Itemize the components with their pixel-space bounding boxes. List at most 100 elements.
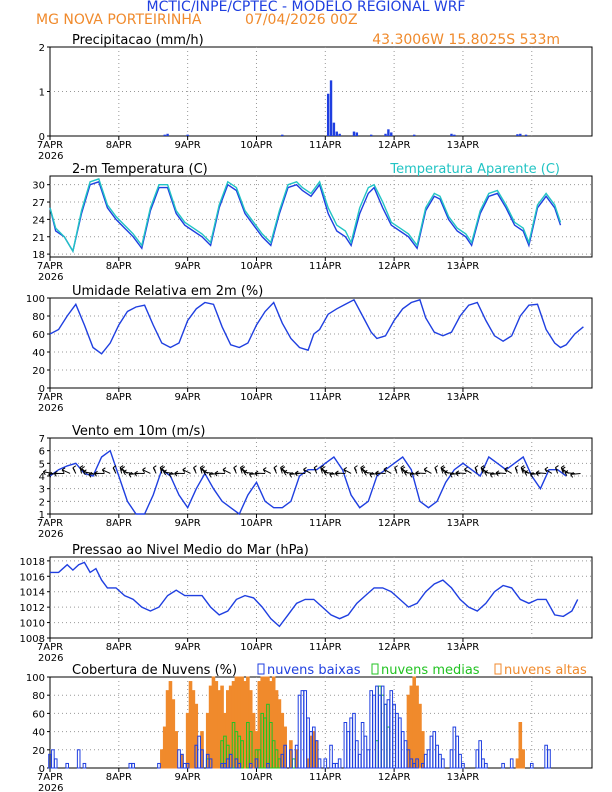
wind-arrowhead (521, 466, 526, 473)
cloud-bar (409, 685, 414, 769)
precip-bar (369, 134, 373, 136)
wind-arrowhead (484, 470, 488, 476)
wind-arrowhead (48, 471, 52, 478)
wind-arrowhead (174, 470, 179, 477)
wind-arrow (303, 469, 312, 474)
cloud-bar (415, 685, 419, 769)
wind-arrow (496, 472, 507, 474)
cloud-bar (398, 717, 402, 769)
cloud-bar (177, 749, 181, 769)
wind-arrow (490, 472, 501, 475)
series-line (49, 298, 584, 355)
panel-title: Cobertura de Nuvens (%) (72, 663, 237, 678)
cloud-bar (214, 681, 219, 769)
cloud-bar (191, 690, 196, 769)
cloud-bar (180, 753, 184, 769)
cloud-bar (363, 735, 368, 769)
wind-arrowhead (369, 471, 374, 478)
x-tick-label: 7APR (37, 642, 63, 653)
wind-arrowhead (375, 470, 379, 477)
panel-frame (49, 297, 593, 389)
y-tick-label: 60 (32, 709, 45, 720)
x-tick-label: 13APR (447, 642, 480, 653)
cloud-bar (343, 722, 348, 769)
y-tick-label: 1012 (20, 603, 45, 614)
y-tick-label: 1 (39, 88, 45, 99)
wind-arrowhead (535, 470, 540, 476)
y-tick-label: 20 (32, 746, 45, 757)
cloud-bar (501, 762, 505, 769)
cloud-bar (277, 699, 282, 769)
precip-bar (524, 134, 528, 136)
wind-arrowhead (112, 465, 117, 471)
cloud-bar (332, 762, 336, 769)
y-tick-label: 80 (32, 691, 45, 702)
wind-arrowhead (193, 465, 197, 471)
wind-arrowhead (152, 465, 157, 471)
cloud-bar (323, 758, 328, 769)
wind-arrowhead (455, 470, 460, 477)
wind-arrow (222, 469, 231, 474)
cloud-bar (266, 762, 270, 769)
wind-arrowhead (203, 469, 208, 476)
wind-arrowhead (323, 469, 328, 476)
wind-arrowhead (128, 471, 133, 478)
legend-label: nuvens baixas (267, 663, 361, 678)
wind-arrowhead (289, 471, 293, 478)
x-tick-label: 12APR (378, 392, 411, 403)
cloud-bar (355, 740, 359, 769)
cloud-bar (418, 703, 422, 769)
x-tick-label: 12APR (378, 772, 411, 783)
y-tick-label: 60 (32, 330, 45, 341)
wind-arrowhead (423, 466, 428, 473)
precip-bar (390, 132, 393, 136)
wind-arrow (570, 472, 581, 475)
wind-arrowhead (303, 467, 307, 473)
wind-arrowhead (88, 471, 93, 478)
wind-arrowhead (449, 471, 454, 478)
wind-arrowhead (142, 467, 146, 473)
wind-arrowhead (570, 471, 574, 478)
wind-arrowhead (495, 470, 500, 477)
cloud-bar (208, 685, 213, 769)
legend-label: nuvens altas (504, 663, 587, 678)
y-tick-label: 0 (39, 764, 45, 775)
wind-arrow (102, 469, 111, 474)
wind-arrowhead (72, 465, 77, 472)
cloud-bar (478, 740, 482, 769)
wind-arrow (544, 468, 553, 474)
wind-arrowhead (294, 470, 299, 477)
precip-bar (450, 133, 453, 136)
cloud-bar (243, 681, 247, 769)
cloud-bar (76, 749, 81, 769)
precip-bar (519, 133, 522, 136)
wind-arrowhead (214, 470, 219, 477)
wind-arrowhead (249, 471, 253, 478)
wind-arrowhead (409, 471, 414, 478)
x-tick-label: 7APR (37, 518, 63, 529)
panel-frame (49, 175, 593, 258)
panel-frame (49, 676, 593, 769)
wind-arrowhead (555, 465, 559, 471)
cloud-bar (547, 749, 551, 769)
y-tick-label: 30 (32, 181, 45, 192)
wind-arrowhead (564, 470, 569, 476)
cloud-bar (403, 740, 408, 769)
wind-arrow (455, 472, 466, 474)
x-tick-label: 12APR (378, 140, 411, 151)
wind-arrowhead (121, 466, 126, 472)
panel-title: Pressao ao Nivel Medio do Mar (hPa) (72, 543, 309, 558)
cloud-bar (455, 735, 460, 769)
wind-arrowhead (208, 471, 213, 478)
precip-bar (326, 93, 330, 136)
x-tick-label: 10APR (240, 772, 273, 783)
wind-arrow (375, 472, 386, 474)
cloud-bar (303, 690, 308, 769)
x-tick-label: 9APR (175, 518, 201, 529)
panel-title: 2-m Temperatura (C) (72, 162, 208, 177)
x-tick-label: 10APR (240, 392, 273, 403)
cloud-bar (346, 731, 351, 769)
cloud-bar (337, 758, 342, 769)
y-tick-label: 1 (39, 510, 45, 521)
wind-arrowhead (199, 465, 204, 471)
